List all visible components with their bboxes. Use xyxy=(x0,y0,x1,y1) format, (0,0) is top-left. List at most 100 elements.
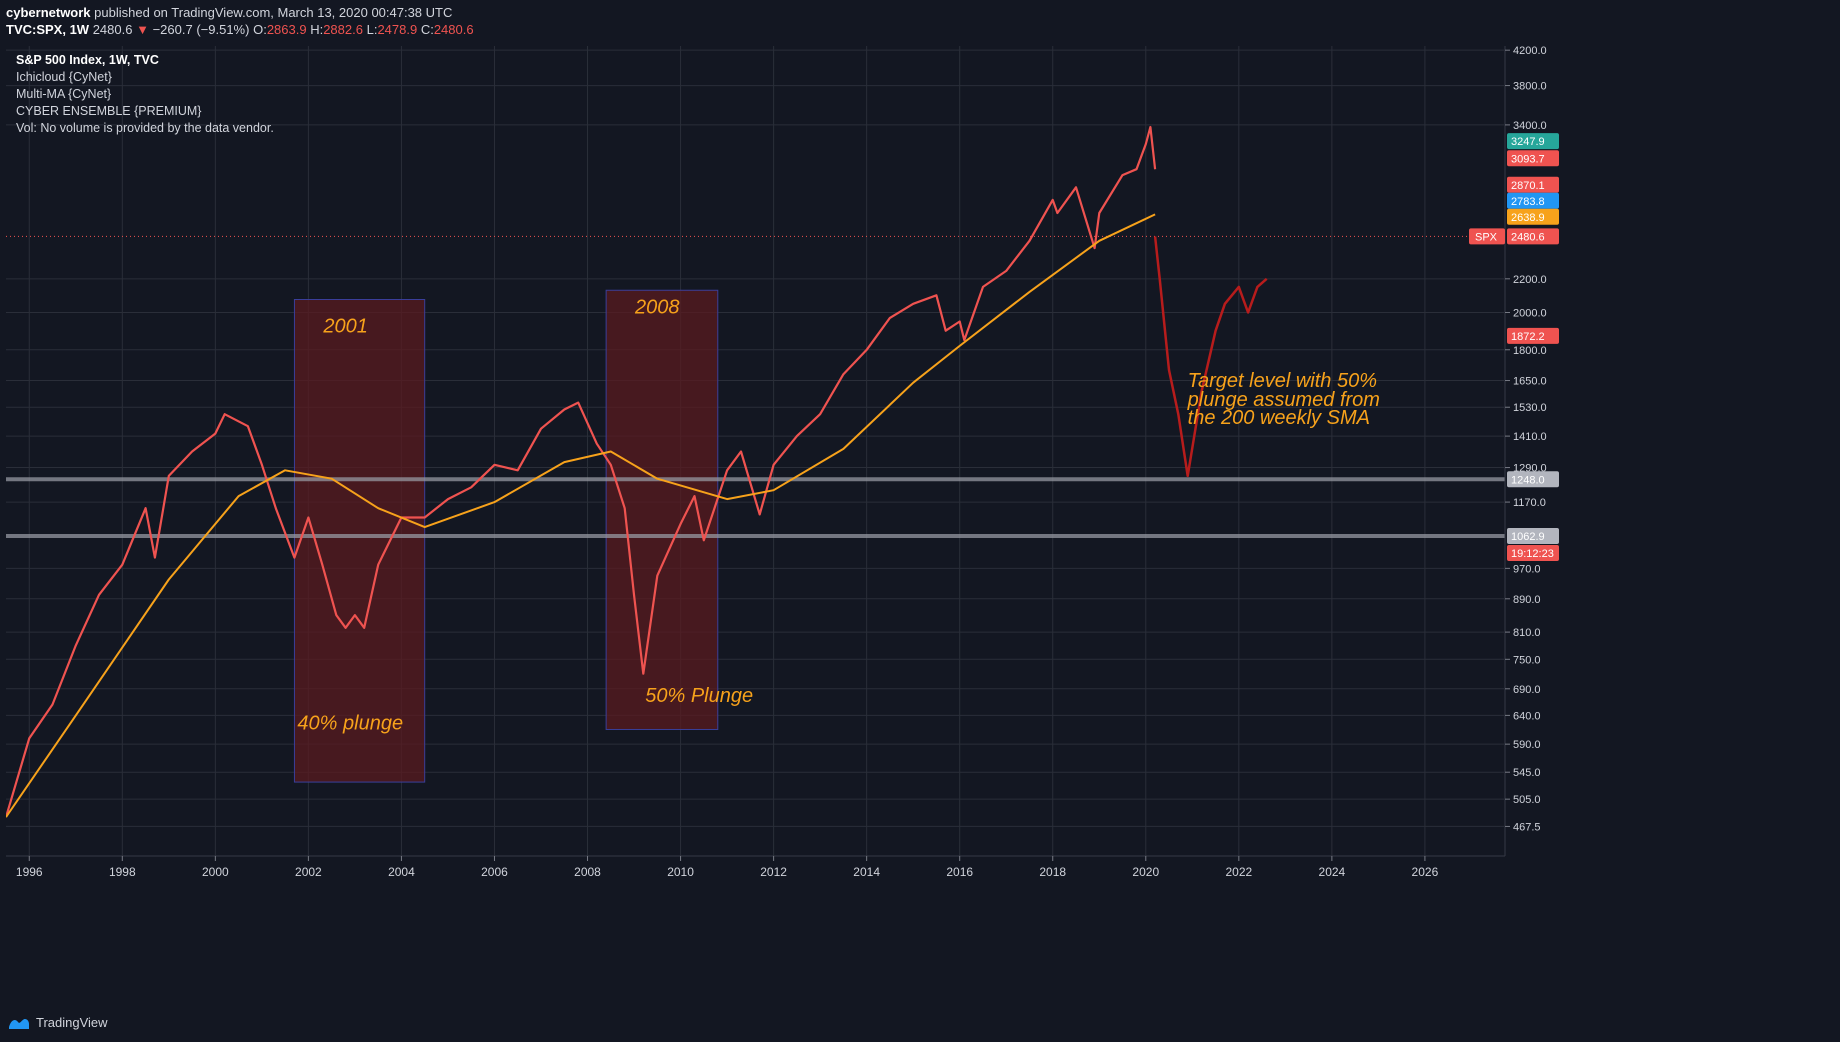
projection-line-series xyxy=(1153,236,1268,478)
price-tag-label: 3093.7 xyxy=(1511,153,1545,165)
legend-item-cyber-ensemble[interactable]: CYBER ENSEMBLE {PREMIUM} xyxy=(16,104,202,118)
x-tick-label: 2012 xyxy=(760,865,787,879)
y-tick-label: 1530.0 xyxy=(1513,402,1547,414)
annotation-label: 50% Plunge xyxy=(645,685,753,707)
y-tick-label: 3800.0 xyxy=(1513,81,1547,93)
price-tag-box xyxy=(1507,228,1559,245)
y-tick-label: 2200.0 xyxy=(1513,274,1547,286)
highlight-box xyxy=(293,298,426,783)
price-series xyxy=(4,125,1268,818)
annotation-label: Target level with 50% xyxy=(1188,370,1377,392)
y-tick-label: 467.5 xyxy=(1513,821,1541,833)
legend-item-ichicloud[interactable]: Ichicloud {CyNet} xyxy=(16,70,112,84)
brand-footer[interactable]: TradingView xyxy=(8,1015,108,1030)
price-tag-label: 1248.0 xyxy=(1511,474,1545,486)
legend-item-symbol[interactable]: S&P 500 Index, 1W, TVC xyxy=(16,53,159,67)
grid-lines xyxy=(6,46,1504,856)
x-tick-label: 2006 xyxy=(481,865,508,879)
price-tag-label: 2783.8 xyxy=(1511,196,1545,208)
x-tick-label: 1998 xyxy=(109,865,136,879)
price-chart[interactable]: 2001 40% plunge 2008 50% Plunge Target level… xyxy=(4,45,1767,1004)
y-tick-label: 1410.0 xyxy=(1513,431,1547,443)
time-axis[interactable]: 1996 1998 2000 2002 2004 2006 2008 2010 2012 2014… xyxy=(6,855,1505,879)
price-tag-box xyxy=(1507,545,1559,562)
ohlc-open-label: O: xyxy=(253,22,267,37)
symbol-tag-label: SPX xyxy=(1475,231,1498,243)
author-name[interactable]: cybernetwork xyxy=(6,5,91,20)
price-tag-box xyxy=(1507,176,1559,193)
x-tick-label: 2000 xyxy=(202,865,229,879)
indicator-legend: S&P 500 Index, 1W, TVC Ichicloud {CyNet}… xyxy=(16,52,274,137)
ohlc-high-value: 2882.6 xyxy=(323,22,363,37)
price-tags: 3247.9 3093.7 2870.1 2783.8 2638.9 2480.6 SPX 1… xyxy=(1469,133,1559,562)
brand-name: TradingView xyxy=(36,1015,108,1030)
annotation-label: 2008 xyxy=(634,296,680,318)
legend-item-volume[interactable]: Vol: No volume is provided by the data v… xyxy=(16,121,274,135)
last-price: 2480.6 xyxy=(92,22,133,37)
price-tag-box xyxy=(1507,133,1559,150)
y-tick-label: 810.0 xyxy=(1513,627,1541,639)
price-change: −260.7 (−9.51%) xyxy=(152,22,250,37)
x-tick-label: 2018 xyxy=(1039,865,1066,879)
sma-200-line-series xyxy=(5,213,1156,818)
y-tick-label: 1650.0 xyxy=(1513,376,1547,388)
price-tag-label: 1872.2 xyxy=(1511,331,1545,343)
tradingview-logo-icon xyxy=(9,1018,29,1029)
annotation-label: the 200 weekly SMA xyxy=(1188,407,1370,429)
price-axis[interactable]: 4200.0 3800.0 3400.0 2200.0 2000.0 1800.0 1650… xyxy=(1504,45,1547,856)
price-tag-label: 19:12:23 xyxy=(1511,548,1554,560)
price-tag-box xyxy=(1507,150,1559,167)
publication-header: cybernetwork published on TradingView.co… xyxy=(0,0,1840,44)
y-tick-label: 750.0 xyxy=(1513,654,1541,666)
x-tick-label: 2016 xyxy=(946,865,973,879)
x-tick-label: 2020 xyxy=(1132,865,1159,879)
annotation-label: plunge assumed from xyxy=(1187,389,1380,411)
support-levels[interactable] xyxy=(6,235,1505,539)
price-tag-box xyxy=(1507,208,1559,225)
price-line-series xyxy=(4,125,1157,818)
y-tick-label: 890.0 xyxy=(1513,594,1541,606)
ohlc-high-label: H: xyxy=(310,22,324,37)
y-tick-label: 640.0 xyxy=(1513,710,1541,722)
highlight-box xyxy=(605,289,719,730)
symbol-quote-line: TVC:SPX, 1W 2480.6 ▼ −260.7 (−9.51%) O:2… xyxy=(6,22,474,37)
y-tick-label: 690.0 xyxy=(1513,684,1541,696)
x-tick-label: 2008 xyxy=(574,865,601,879)
price-tag-box xyxy=(1507,471,1559,488)
y-tick-label: 970.0 xyxy=(1513,563,1541,575)
x-tick-label: 2014 xyxy=(853,865,880,879)
y-tick-label: 545.0 xyxy=(1513,767,1541,779)
chart-pane[interactable]: 2001 40% plunge 2008 50% Plunge Target level… xyxy=(4,45,1767,1004)
y-tick-label: 1800.0 xyxy=(1513,345,1547,357)
y-tick-label: 1170.0 xyxy=(1513,497,1546,509)
symbol-tag-box xyxy=(1469,228,1505,245)
chart-annotations: 2001 40% plunge 2008 50% Plunge Target level… xyxy=(297,296,1380,734)
ohlc-open-value: 2863.9 xyxy=(266,22,307,37)
ohlc-close-value: 2480.6 xyxy=(433,22,474,37)
annotation-label: 2001 xyxy=(322,316,368,338)
price-tag-label: 2480.6 xyxy=(1511,231,1545,243)
x-tick-label: 2026 xyxy=(1412,865,1439,879)
footer-bar xyxy=(0,1004,1840,1042)
publication-line: cybernetwork published on TradingView.co… xyxy=(6,5,452,20)
price-tag-label: 1062.9 xyxy=(1511,531,1545,543)
legend-item-multi-ma[interactable]: Multi-MA {CyNet} xyxy=(16,87,112,101)
x-tick-label: 2024 xyxy=(1319,865,1346,879)
x-tick-label: 2004 xyxy=(388,865,415,879)
y-tick-label: 2000.0 xyxy=(1513,308,1547,320)
symbol-label[interactable]: TVC:SPX, 1W xyxy=(6,22,90,37)
x-tick-label: 2010 xyxy=(667,865,694,879)
x-tick-label: 2022 xyxy=(1225,865,1252,879)
y-tick-label: 3400.0 xyxy=(1513,120,1547,132)
price-tag-box xyxy=(1507,192,1559,209)
x-tick-label: 2002 xyxy=(295,865,322,879)
x-tick-label: 1996 xyxy=(16,865,43,879)
price-tag-box xyxy=(1507,327,1559,344)
ohlc-close-label: C: xyxy=(420,22,434,37)
y-tick-label: 505.0 xyxy=(1513,794,1541,806)
ohlc-low-value: 2478.9 xyxy=(377,22,418,37)
published-text: published on TradingView.com, March 13, … xyxy=(94,5,453,20)
price-tag-label: 3247.9 xyxy=(1511,136,1545,148)
annotation-label: 40% plunge xyxy=(297,712,403,734)
price-tag-box xyxy=(1507,528,1559,545)
